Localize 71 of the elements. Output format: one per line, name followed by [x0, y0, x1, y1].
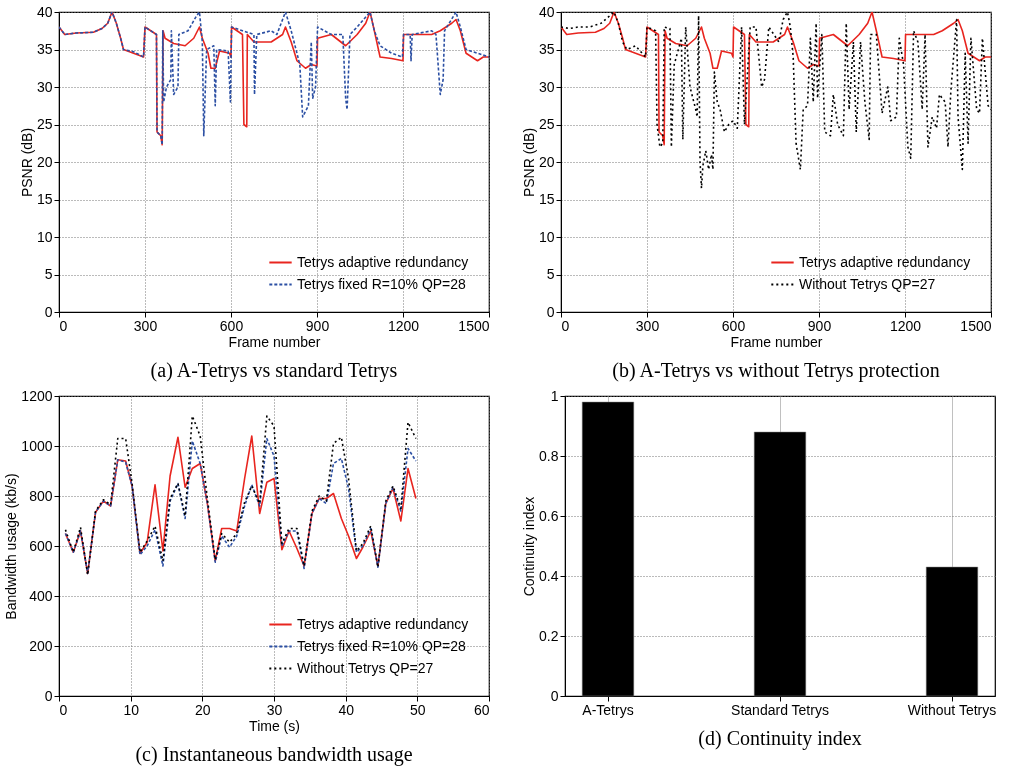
legend-label: Without Tetrys QP=27: [799, 275, 936, 292]
y-tick-label: 5: [44, 266, 53, 282]
y-tick-label: 0: [44, 303, 53, 320]
x-tick-label: 600: [219, 317, 244, 334]
y-tick-label: 0: [550, 687, 559, 704]
x-tick-label: Standard Tetrys: [731, 701, 829, 718]
y-tick-label: 0: [44, 687, 53, 704]
x-tick-label: 1200: [889, 317, 922, 334]
y-tick-label: 600: [29, 537, 53, 554]
y-tick-label: 20: [36, 153, 53, 170]
x-tick-label: 900: [807, 317, 832, 334]
y-tick-label: 200: [29, 637, 53, 654]
x-tick-label: 1500: [960, 317, 992, 334]
y-tick-label: 5: [546, 266, 555, 282]
y-axis-title: PSNR (dB): [520, 127, 537, 198]
y-tick-label: 40: [36, 3, 53, 20]
y-tick-label: 30: [36, 78, 53, 95]
legend-label: Tetrys adaptive redundancy: [799, 253, 971, 270]
y-tick-label: 10: [36, 228, 53, 245]
y-tick-label: 0.8: [539, 447, 559, 464]
y-tick-label: 400: [29, 587, 53, 604]
x-tick-label: 1500: [458, 317, 490, 334]
text: (a) A-Tetrys vs standard Tetrys: [150, 359, 398, 382]
x-axis-title: Frame number: [228, 333, 321, 350]
x-tick-label: 0: [561, 317, 570, 334]
legend-label: Tetrys adaptive redundancy: [297, 253, 469, 270]
legend-label: Without Tetrys QP=27: [297, 659, 434, 676]
y-tick-label: 25: [538, 116, 555, 132]
x-tick-label: A-Tetrys: [582, 701, 634, 718]
x-axis-title: Frame number: [730, 333, 823, 350]
x-tick-label: 300: [635, 317, 660, 334]
legend-label: Tetrys adaptive redundancy: [297, 615, 469, 632]
x-tick-label: 0: [59, 701, 68, 718]
y-tick-label: 35: [538, 41, 555, 57]
x-tick-label: 1200: [387, 317, 420, 334]
y-axis-title: Bandwidth usage (kb/s): [3, 473, 20, 620]
y-tick-label: 10: [538, 228, 555, 245]
x-tick-label: 10: [123, 701, 140, 718]
y-tick-label: 1200: [21, 387, 53, 404]
legend-label: Tetrys fixed R=10% QP=28: [297, 637, 467, 654]
y-tick-label: 800: [29, 487, 53, 504]
x-tick-label: 600: [721, 317, 746, 334]
x-axis-title: Time (s): [249, 717, 300, 734]
y-tick-label: 20: [538, 153, 555, 170]
y-tick-label: 0.6: [539, 507, 559, 524]
y-tick-label: 1: [550, 387, 559, 404]
y-axis-title: Continuity index: [521, 496, 538, 597]
x-tick-label: 900: [305, 317, 330, 334]
y-tick-label: 0: [546, 303, 555, 320]
x-tick-label: 40: [338, 701, 355, 718]
y-tick-label: 30: [538, 78, 555, 95]
x-tick-label: 20: [195, 701, 211, 718]
y-tick-label: 15: [538, 191, 555, 207]
y-tick-label: 25: [36, 116, 53, 132]
y-axis-title: PSNR (dB): [18, 127, 35, 198]
y-tick-label: 15: [36, 191, 53, 207]
y-tick-label: 35: [36, 41, 53, 57]
y-tick-label: 0.2: [539, 627, 559, 644]
x-tick-label: 30: [266, 701, 283, 718]
x-tick-label: 50: [410, 701, 426, 718]
x-tick-label: 300: [133, 317, 158, 334]
y-tick-label: 40: [538, 3, 555, 20]
text: (c) Instantaneous bandwidth usage: [135, 743, 413, 766]
text: (b) A-Tetrys vs without Tetrys protection: [612, 359, 940, 382]
y-tick-label: 0.4: [539, 567, 559, 584]
y-tick-label: 1000: [21, 437, 53, 454]
legend-label: Tetrys fixed R=10% QP=28: [297, 275, 467, 292]
x-tick-label: 60: [473, 701, 490, 718]
x-tick-label: 0: [59, 317, 68, 334]
x-tick-label: Without Tetrys: [907, 701, 997, 718]
text: (d) Continuity index: [698, 727, 862, 750]
